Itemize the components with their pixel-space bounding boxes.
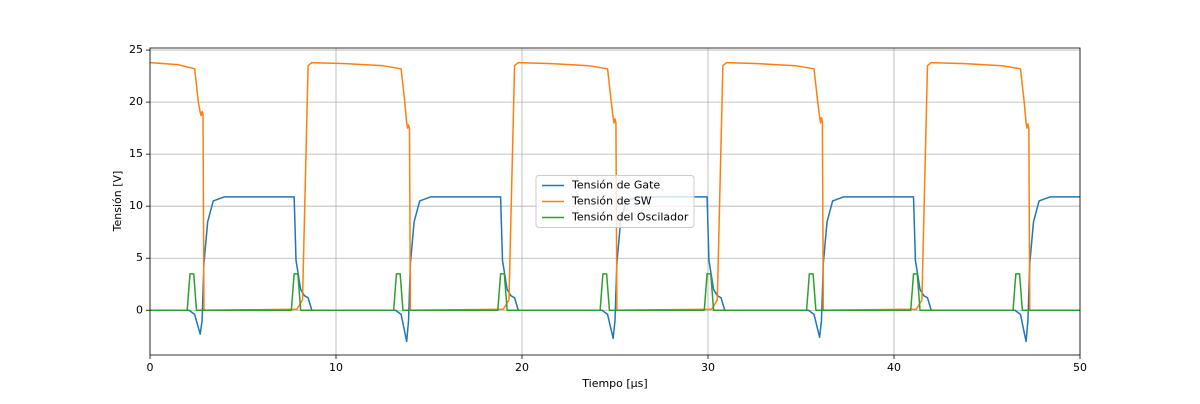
x-tick-label: 40: [887, 361, 901, 374]
y-tick-label: 25: [129, 43, 143, 56]
x-tick-label: 20: [515, 361, 529, 374]
y-tick-label: 0: [136, 303, 143, 316]
series-line: [150, 273, 1080, 311]
legend-label: Tensión del Oscilador: [571, 211, 689, 224]
x-axis-label: Tiempo [μs]: [581, 377, 647, 390]
y-tick-label: 15: [129, 147, 143, 160]
legend-box: [535, 175, 695, 228]
y-axis-label: Tensión [V]: [111, 171, 124, 233]
legend-label: Tensión de Gate: [571, 179, 660, 192]
y-tick-label: 5: [136, 251, 143, 264]
series-line: [150, 196, 1080, 343]
plot-frame: [149, 47, 1081, 356]
x-tick-label: 0: [147, 361, 154, 374]
legend-label: Tensión de SW: [571, 195, 652, 208]
y-tick-label: 10: [129, 199, 143, 212]
x-tick-label: 50: [1073, 361, 1087, 374]
x-tick-label: 30: [701, 361, 715, 374]
y-tick-label: 20: [129, 95, 143, 108]
x-tick-label: 10: [329, 361, 343, 374]
series-line: [150, 61, 1080, 311]
